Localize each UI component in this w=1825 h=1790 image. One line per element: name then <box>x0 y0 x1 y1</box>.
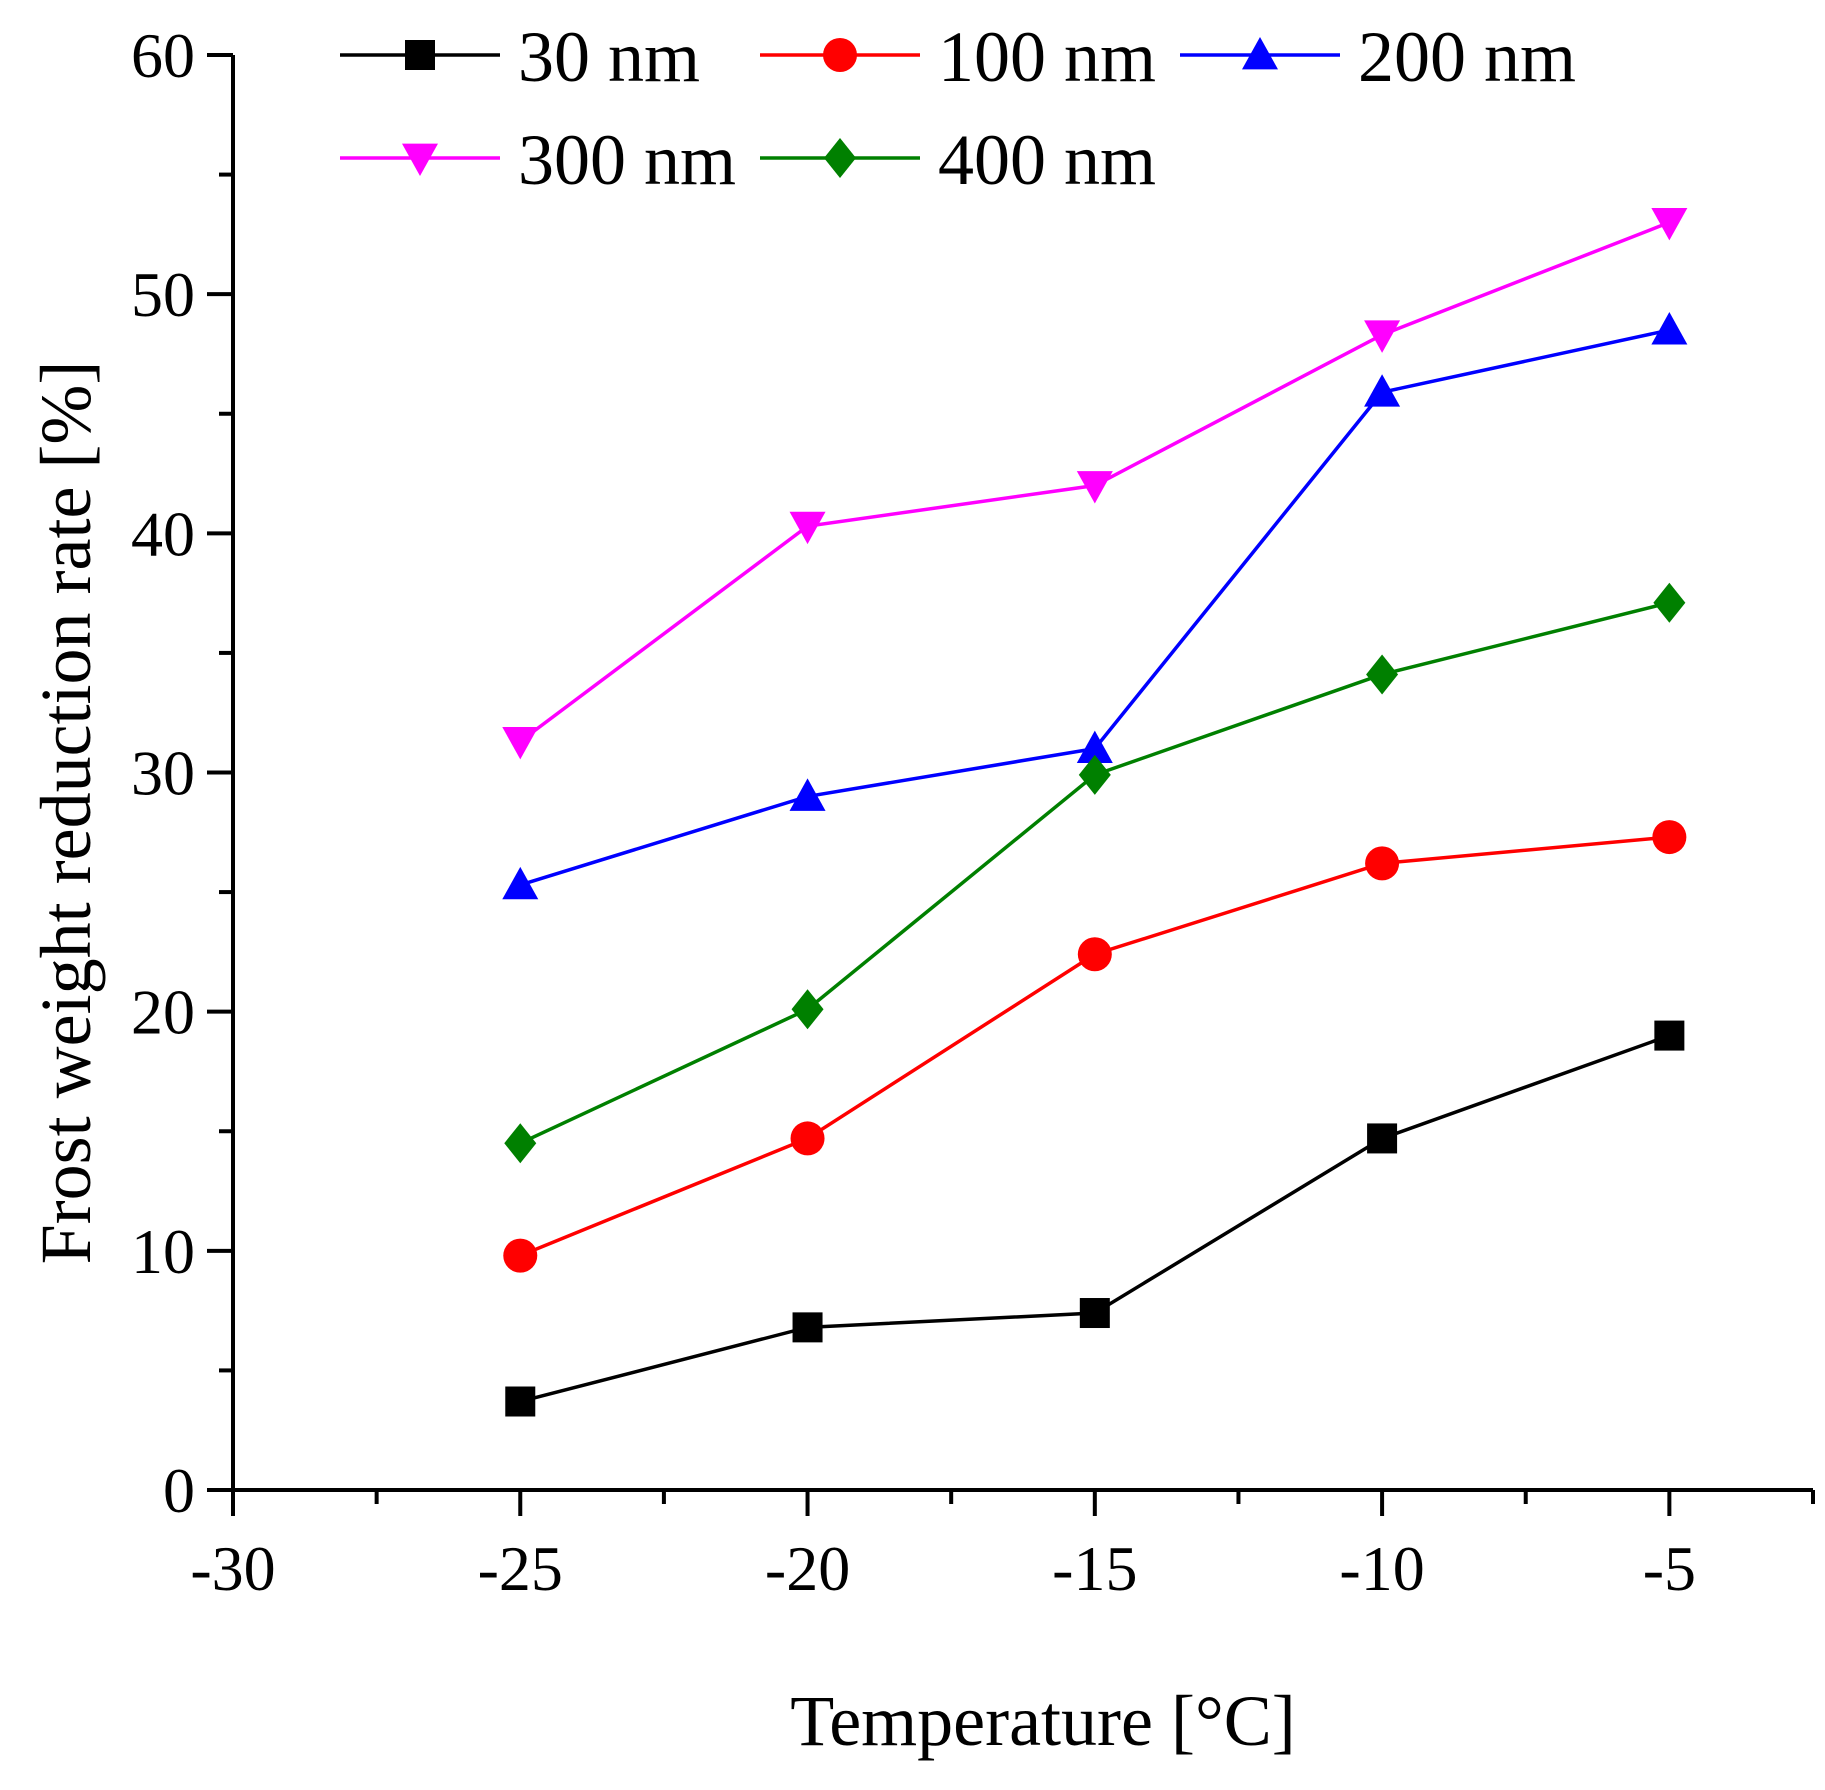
data-point <box>1366 654 1399 695</box>
data-point <box>503 1238 538 1273</box>
x-tick-label: -15 <box>1052 1533 1137 1604</box>
data-point <box>1652 820 1687 855</box>
data-point <box>790 1121 825 1156</box>
data-point <box>1076 471 1113 504</box>
legend-label: 100 nm <box>938 17 1156 97</box>
legend-marker <box>824 138 856 178</box>
legend-label: 30 nm <box>518 17 700 97</box>
legend-item: 100 nm <box>760 17 1156 97</box>
legend-marker <box>402 143 438 176</box>
y-tick-label: 60 <box>131 20 195 91</box>
data-point <box>1078 754 1111 795</box>
series-layer <box>502 208 1688 1417</box>
series-300-nm <box>502 208 1688 760</box>
data-point <box>792 1312 823 1343</box>
x-tick-label: -30 <box>190 1533 275 1604</box>
y-axis-ticks: 0 10 20 30 40 50 60 <box>131 20 233 1526</box>
y-tick-label: 10 <box>131 1216 195 1287</box>
data-point <box>791 989 824 1030</box>
y-axis-title: Frost weight reduction rate [%] <box>26 361 106 1265</box>
y-tick-label: 40 <box>131 498 195 569</box>
y-tick-label: 30 <box>131 738 195 809</box>
legend-item: 200 nm <box>1180 17 1576 97</box>
x-tick-label: -5 <box>1643 1533 1696 1604</box>
data-point <box>789 778 826 811</box>
y-tick-label: 0 <box>163 1455 195 1526</box>
series-400-nm <box>504 582 1686 1164</box>
data-point <box>1364 320 1401 353</box>
series-30-nm <box>505 1020 1685 1417</box>
legend-label: 200 nm <box>1358 17 1576 97</box>
series-200-nm <box>502 312 1688 900</box>
legend-marker <box>823 38 857 72</box>
legend-item: 300 nm <box>340 120 736 200</box>
data-point <box>1077 937 1112 972</box>
data-point <box>1076 730 1113 763</box>
legend-label: 400 nm <box>938 120 1156 200</box>
legend-marker <box>405 40 435 70</box>
x-axis-ticks: -30 -25 -20 -15 -10 -5 <box>190 1490 1815 1604</box>
data-point <box>502 727 539 760</box>
data-point <box>1651 208 1688 241</box>
axes <box>231 55 1813 1492</box>
series-line <box>519 328 1670 887</box>
data-point <box>1079 1298 1110 1329</box>
legend-item: 30 nm <box>340 17 700 97</box>
series-line <box>519 835 1670 1258</box>
series-100-nm <box>503 820 1687 1273</box>
data-point <box>789 511 826 545</box>
x-tick-label: -25 <box>478 1533 563 1604</box>
data-point <box>504 1123 537 1164</box>
x-tick-label: -10 <box>1339 1533 1424 1604</box>
legend-item: 400 nm <box>760 120 1156 200</box>
y-tick-label: 20 <box>131 977 195 1048</box>
series-line <box>519 1033 1670 1404</box>
data-point <box>505 1386 536 1417</box>
x-tick-label: -20 <box>765 1533 850 1604</box>
x-axis-title: Temperature [°C] <box>790 1681 1296 1761</box>
data-point <box>502 866 539 900</box>
data-point <box>1651 312 1688 345</box>
data-point <box>1653 582 1686 623</box>
legend-label: 300 nm <box>518 120 736 200</box>
data-point <box>1367 1123 1398 1154</box>
y-tick-label: 50 <box>131 259 195 330</box>
legend-marker <box>1242 37 1278 70</box>
data-point <box>1364 374 1401 407</box>
series-line <box>519 600 1670 1145</box>
legend: 30 nm 100 nm 200 nm 300 nm 400 nm <box>340 17 1576 200</box>
data-point <box>1365 846 1400 881</box>
data-point <box>1654 1020 1685 1051</box>
